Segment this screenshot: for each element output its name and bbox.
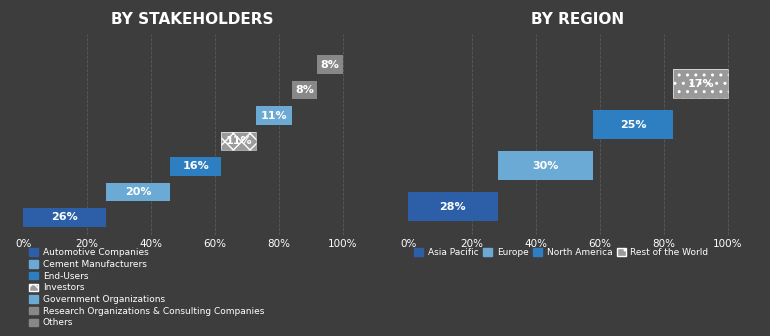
Text: 8%: 8% bbox=[295, 85, 314, 95]
Bar bbox=[317, 55, 343, 74]
Legend: Asia Pacific, Europe, North America, Rest of the World: Asia Pacific, Europe, North America, Res… bbox=[413, 246, 710, 259]
Legend: Automotive Companies, Cement Manufacturers, End-Users, Investors, Government Org: Automotive Companies, Cement Manufacture… bbox=[28, 246, 266, 329]
Text: 25%: 25% bbox=[620, 120, 647, 130]
Bar bbox=[497, 151, 594, 180]
Bar bbox=[256, 107, 292, 125]
Text: 11%: 11% bbox=[261, 111, 287, 121]
Text: 20%: 20% bbox=[125, 187, 152, 197]
Bar bbox=[594, 110, 674, 139]
Text: 16%: 16% bbox=[182, 162, 209, 171]
Bar bbox=[674, 69, 728, 98]
Bar bbox=[106, 183, 170, 201]
Text: 17%: 17% bbox=[688, 79, 714, 89]
Bar bbox=[23, 208, 106, 226]
Bar bbox=[170, 157, 221, 176]
Text: 8%: 8% bbox=[320, 60, 340, 70]
Bar bbox=[221, 132, 256, 150]
Bar bbox=[292, 81, 317, 99]
Title: BY STAKEHOLDERS: BY STAKEHOLDERS bbox=[111, 12, 274, 27]
Text: 26%: 26% bbox=[52, 212, 78, 222]
Text: 11%: 11% bbox=[226, 136, 252, 146]
Text: 30%: 30% bbox=[532, 161, 559, 171]
Bar bbox=[674, 69, 728, 98]
Text: 28%: 28% bbox=[440, 202, 466, 212]
Title: BY REGION: BY REGION bbox=[531, 12, 624, 27]
Bar bbox=[221, 132, 256, 150]
Bar bbox=[408, 192, 497, 221]
